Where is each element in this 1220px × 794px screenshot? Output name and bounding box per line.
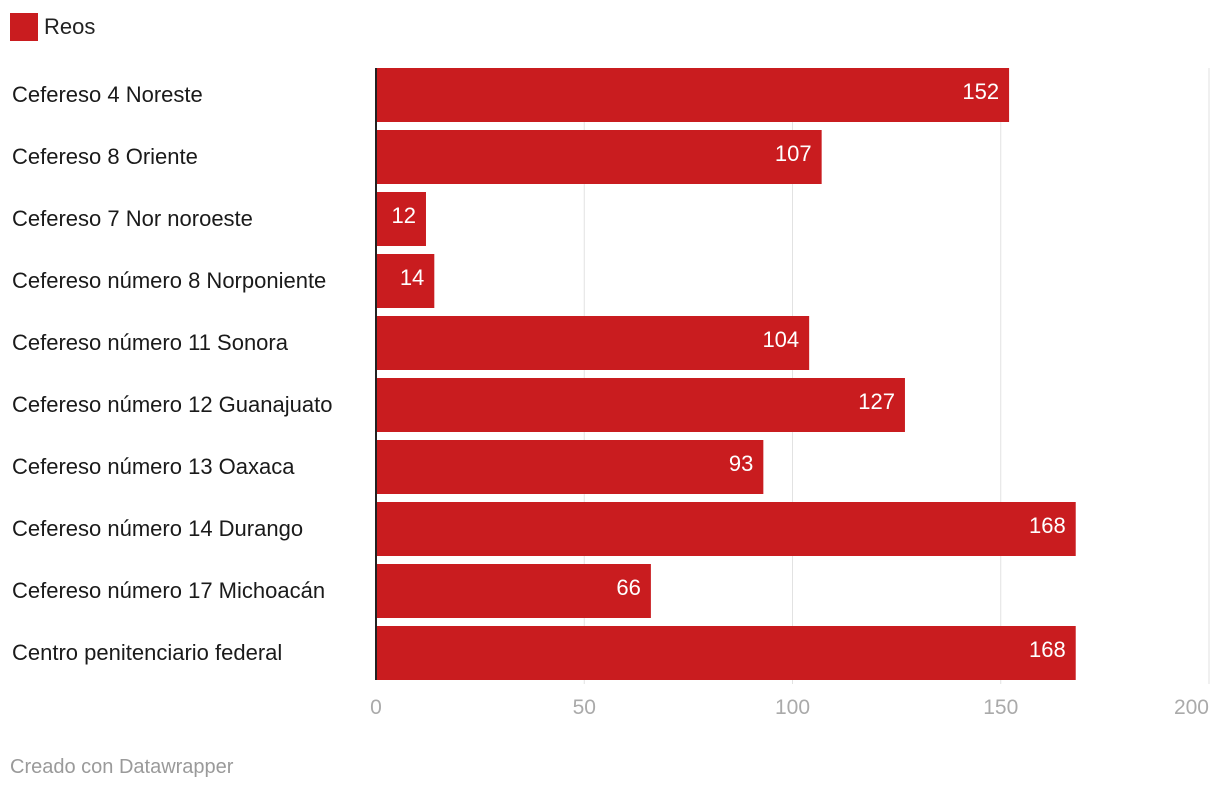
category-label: Centro penitenciario federal	[12, 640, 282, 665]
category-label: Cefereso número 13 Oaxaca	[12, 454, 295, 479]
x-tick-label: 50	[573, 696, 596, 719]
category-labels: Cefereso 4 Noreste Cefereso 8 Oriente Cefe…	[12, 82, 332, 665]
bar-value-label: 93	[729, 451, 753, 476]
chart-credit: Creado con Datawrapper	[10, 756, 234, 778]
bar-value-label: 14	[400, 265, 424, 290]
category-label: Cefereso número 17 Michoacán	[12, 578, 325, 603]
bar	[376, 192, 426, 246]
x-tick-label: 0	[370, 696, 382, 719]
bar	[376, 564, 651, 618]
bar	[376, 378, 905, 432]
category-label: Cefereso 4 Noreste	[12, 82, 203, 107]
bar-value-label: 104	[762, 327, 799, 352]
x-tick-label: 200	[1174, 696, 1209, 719]
category-label: Cefereso número 14 Durango	[12, 516, 303, 541]
bar	[376, 130, 822, 184]
x-tick-label: 150	[983, 696, 1018, 719]
bar-value-label: 107	[775, 141, 812, 166]
bar	[376, 254, 435, 308]
bar	[376, 440, 764, 494]
bar	[376, 68, 1010, 122]
legend-swatch	[10, 13, 38, 41]
bar-value-label: 168	[1029, 637, 1066, 662]
legend-label: Reos	[44, 14, 96, 39]
legend: Reos	[10, 13, 95, 41]
bar	[376, 626, 1076, 680]
bar-value-label: 127	[858, 389, 895, 414]
bar	[376, 502, 1076, 556]
bars: 152 107 12 14 104 127 93 168 66 168	[376, 68, 1076, 680]
category-label: Cefereso número 8 Norponiente	[12, 268, 326, 293]
category-label: Cefereso número 12 Guanajuato	[12, 392, 332, 417]
category-label: Cefereso número 11 Sonora	[12, 330, 289, 355]
x-tick-labels: 0 50 100 150 200	[370, 696, 1209, 719]
x-tick-label: 100	[775, 696, 810, 719]
bar-value-label: 66	[616, 575, 640, 600]
category-label: Cefereso 8 Oriente	[12, 144, 198, 169]
bar-value-label: 12	[391, 203, 415, 228]
category-label: Cefereso 7 Nor noroeste	[12, 206, 253, 231]
bar-value-label: 152	[962, 79, 999, 104]
bar-value-label: 168	[1029, 513, 1066, 538]
bar	[376, 316, 810, 370]
